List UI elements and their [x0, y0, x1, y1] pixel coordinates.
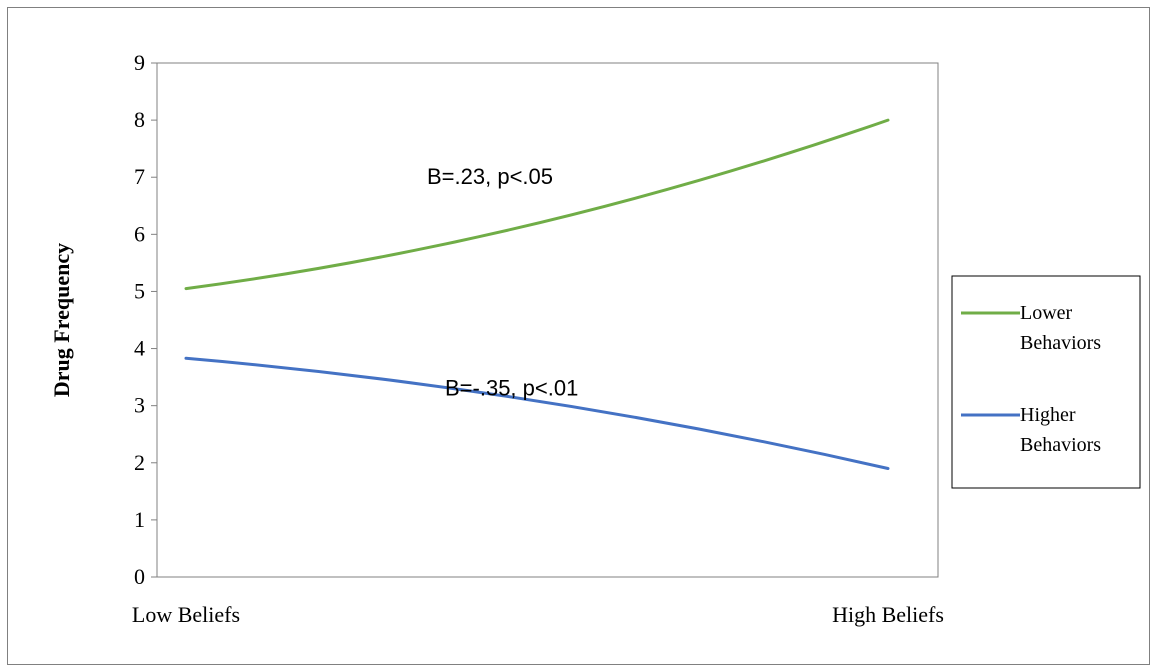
y-axis-title: Drug Frequency: [49, 243, 74, 397]
legend: Lower Behaviors Higher Behaviors: [951, 275, 1141, 489]
y-tick-label: 1: [134, 507, 145, 532]
series-line-1: [184, 356, 890, 470]
line-chart: 0 1 2 3 4 5 6 7 8 9 Low Beliefs High Beliefs B=.23…: [49, 50, 1141, 627]
x-tick-label: High Beliefs: [832, 602, 944, 627]
x-axis-ticks: Low Beliefs High Beliefs: [132, 602, 944, 627]
y-tick-label: 7: [134, 164, 145, 189]
legend-label: Lower: [1020, 302, 1073, 324]
y-tick-label: 3: [134, 393, 145, 418]
legend-label: Higher: [1020, 404, 1076, 426]
legend-item: Higher Behaviors: [961, 404, 1101, 456]
legend-box: [951, 275, 1141, 489]
chart-frame: 0 1 2 3 4 5 6 7 8 9 Low Beliefs High Beliefs B=.23…: [7, 7, 1150, 665]
y-tick-label: 9: [134, 50, 145, 75]
y-tick-label: 2: [134, 450, 145, 475]
x-tick-label: Low Beliefs: [132, 602, 240, 627]
plot-area: [156, 62, 939, 578]
legend-label: Behaviors: [1020, 434, 1101, 456]
series-lines: [184, 118, 890, 470]
series-line-0: [184, 118, 890, 291]
y-tick-label: 8: [134, 107, 145, 132]
y-tick-label: 6: [134, 221, 145, 246]
annotations: B=.23, p<.05 B=-.35, p<.01: [427, 164, 578, 400]
y-tick-label: 4: [134, 336, 145, 361]
y-axis-ticks: 0 1 2 3 4 5 6 7 8 9: [134, 50, 157, 589]
annotation-label: B=-.35, p<.01: [445, 376, 578, 401]
y-tick-label: 5: [134, 278, 145, 303]
y-tick-label: 0: [134, 564, 145, 589]
legend-item: Lower Behaviors: [961, 302, 1101, 354]
annotation-label: B=.23, p<.05: [427, 164, 553, 189]
legend-label: Behaviors: [1020, 332, 1101, 354]
